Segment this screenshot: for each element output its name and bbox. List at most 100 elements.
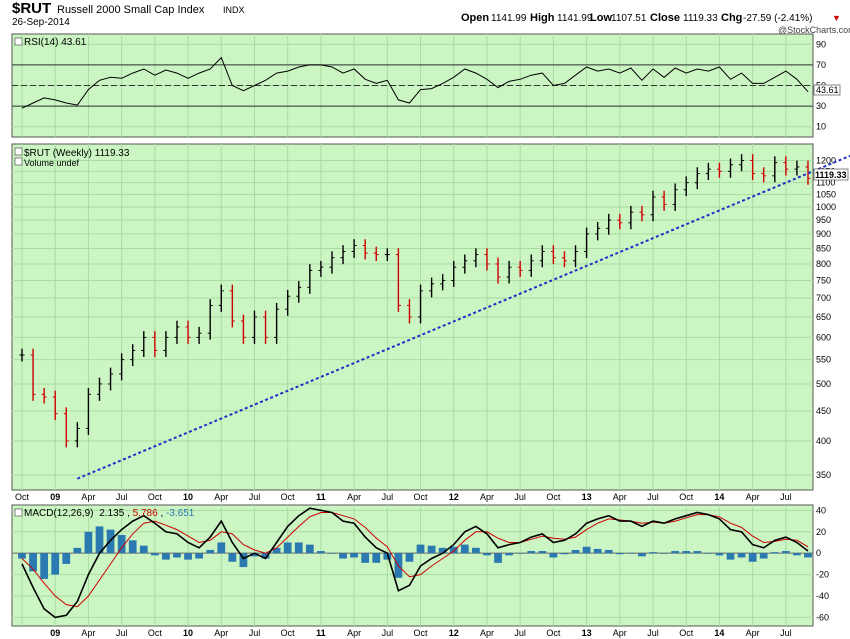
macd-hist-bar: [162, 553, 170, 560]
macd-x-tick: 13: [582, 628, 592, 638]
macd-hist-bar: [804, 553, 812, 558]
price-x-tick: Oct: [679, 492, 694, 502]
macd-hist-bar: [593, 548, 602, 554]
high-value: 1141.99: [557, 13, 593, 24]
macd-hist-bar: [317, 551, 325, 554]
price-bar: [285, 289, 291, 316]
rsi-label: RSI(14) 43.61: [24, 37, 87, 48]
price-bar: [307, 264, 313, 294]
price-bar: [96, 377, 102, 401]
price-x-tick: 13: [582, 492, 592, 502]
macd-grid: [12, 505, 813, 626]
price-bar: [329, 251, 335, 274]
price-tick-label: 550: [816, 355, 831, 365]
macd-hist-bar: [250, 553, 259, 557]
macd-hist-bar: [350, 553, 358, 558]
macd-x-tick: Jul: [780, 628, 792, 638]
macd-x-tick: Apr: [214, 628, 228, 638]
price-x-tick: Apr: [214, 492, 228, 502]
close-label: Close: [650, 12, 680, 24]
macd-tick-label: -60: [816, 612, 829, 622]
volume-label: Volume undef: [24, 158, 80, 168]
price-bar: [650, 190, 656, 222]
price-tick-label: 400: [816, 436, 831, 446]
price-bar: [152, 331, 158, 357]
price-bar: [384, 248, 390, 262]
macd-hist-bar: [483, 553, 491, 556]
rsi-tick-label: 10: [816, 122, 826, 132]
macd-x-tick: Oct: [148, 628, 163, 638]
macd-x-tick: Oct: [546, 628, 561, 638]
macd-x-axis: 09 Apr Jul Oct 10 Apr Jul Oct 11 Apr Jul Oct 12 Apr Ju…: [50, 628, 791, 638]
macd-sep-1: ,: [127, 508, 133, 519]
price-tick-label: 1100: [816, 178, 835, 188]
chart-header: $RUT Russell 2000 Small Cap Index INDX 2…: [12, 0, 850, 35]
price-bar: [362, 239, 368, 260]
price-bar: [207, 299, 213, 340]
price-bar: [694, 167, 700, 190]
price-bar: [772, 156, 778, 183]
macd-hist-bar: [549, 553, 558, 558]
macd-y-axis: -60 -40 -20 0 20 40: [816, 505, 829, 622]
price-bar: [595, 221, 601, 241]
macd-panel-bg: [11, 504, 814, 627]
price-bar: [185, 320, 191, 344]
price-bar: [528, 254, 534, 277]
macd-hist-bar: [472, 547, 480, 554]
price-tick-label: 600: [816, 332, 831, 342]
price-bar: [296, 281, 302, 303]
index-name: Russell 2000 Small Cap Index: [57, 4, 205, 16]
macd-hist-bar: [405, 553, 414, 562]
price-bar: [495, 257, 501, 284]
chart-date: 26-Sep-2014: [12, 17, 70, 28]
macd-x-tick: 09: [50, 628, 60, 638]
rsi-value-tag: 43.61: [816, 85, 839, 95]
price-tick-label: 450: [816, 406, 831, 416]
high-label: High: [530, 12, 555, 24]
price-x-tick: Oct: [414, 492, 429, 502]
macd-value: 2.135: [99, 508, 124, 519]
chg-down-arrow-icon: ▼: [832, 13, 841, 23]
price-bar: [229, 284, 235, 328]
price-bar: [108, 367, 114, 391]
macd-x-tick: 11: [316, 628, 326, 638]
price-x-tick: Oct: [15, 492, 30, 502]
macd-signal-value: 5.786: [133, 508, 158, 519]
macd-hist-bar: [228, 553, 237, 562]
price-bar: [63, 407, 69, 448]
price-bar: [218, 284, 224, 312]
macd-hist-bar: [748, 553, 757, 562]
price-tick-label: 800: [816, 259, 831, 269]
price-bar: [794, 160, 800, 176]
price-bar: [716, 162, 722, 178]
price-bar: [739, 154, 745, 172]
macd-hist-bar: [759, 553, 768, 559]
macd-hist-bar: [150, 553, 159, 556]
price-bar: [74, 422, 80, 448]
chg-label: Chg: [721, 12, 742, 24]
price-bar: [584, 227, 590, 258]
macd-histogram: [18, 526, 812, 579]
macd-tick-label: 40: [816, 505, 826, 515]
macd-tick-label: 0: [816, 548, 821, 558]
symbol: $RUT: [12, 0, 51, 17]
macd-x-tick: Apr: [347, 628, 361, 638]
price-x-tick: Apr: [480, 492, 494, 502]
price-bar: [561, 251, 567, 268]
price-bar: [672, 183, 678, 211]
macd-hist-bar: [649, 552, 657, 554]
price-bar: [683, 176, 689, 197]
price-bar: [141, 331, 147, 357]
price-bar: [517, 260, 523, 277]
macd-hist-bar: [615, 553, 624, 555]
low-label: Low: [590, 12, 612, 24]
price-tick-label: 950: [816, 215, 831, 225]
price-x-tick: Jul: [116, 492, 128, 502]
macd-x-tick: Apr: [746, 628, 760, 638]
macd-x-tick: Jul: [382, 628, 394, 638]
macd-x-tick: 10: [183, 628, 193, 638]
price-x-tick: 12: [449, 492, 459, 502]
price-bar: [19, 348, 25, 362]
rsi-value-box: [813, 84, 841, 96]
